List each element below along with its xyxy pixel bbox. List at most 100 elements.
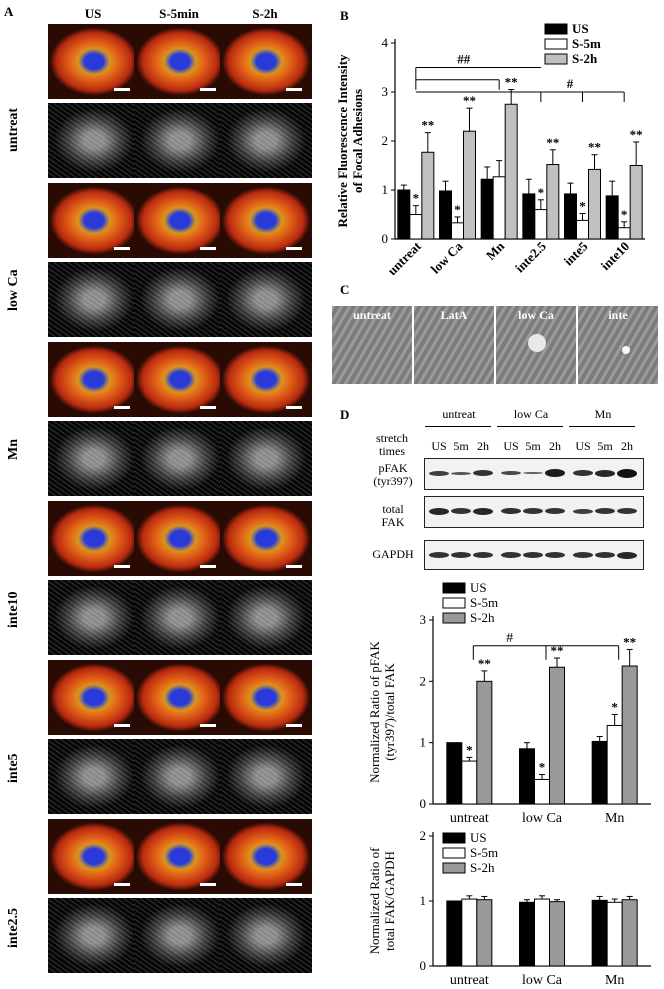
blot-band (451, 508, 471, 514)
micrograph-gray-inte5-s-2h (220, 739, 312, 814)
scale-bar (200, 883, 216, 886)
panel-b-letter: B (340, 8, 349, 23)
category-label: low Ca (522, 973, 563, 986)
category-label: untreat (450, 811, 489, 824)
scale-bar (114, 724, 130, 727)
micrograph-fluor-mn-s-5min (134, 342, 226, 417)
micrograph-gray-inte2-5-s-5min (134, 898, 226, 973)
scale-bar (286, 883, 302, 886)
blot-band (595, 469, 615, 477)
micrograph-fluor-low-ca-us (48, 183, 140, 258)
y-tick-label: 1 (382, 182, 389, 197)
y-tick-label: 0 (420, 796, 427, 811)
micrograph-gray-inte2-5-s-2h (220, 898, 312, 973)
y-axis-label: total FAK/GAPDH (382, 851, 397, 951)
pfak-blot-strip (424, 458, 644, 490)
bar-us (519, 748, 535, 805)
blot-group-untreat: untreat (442, 407, 476, 421)
legend-swatch (442, 612, 466, 624)
blot-band (617, 468, 637, 478)
scale-bar (114, 565, 130, 568)
group-underline-low-ca (497, 426, 563, 427)
stretch-label: stretch (376, 431, 408, 445)
bar-s-2h (463, 130, 476, 240)
micrograph-fluor-untreat-s-2h (220, 24, 312, 99)
total-fak-blot-strip (424, 496, 644, 528)
sem-image-inte: inte (578, 306, 658, 384)
sem-cell-spot (528, 334, 546, 352)
micrograph-fluor-inte2-5-s-2h (220, 819, 312, 894)
pfak-label-line2: (tyr397) (373, 474, 413, 488)
lane-label: US (431, 439, 447, 453)
micrograph-fluor-low-ca-s-5min (134, 183, 226, 258)
blot-band (573, 552, 593, 558)
scale-bar (286, 406, 302, 409)
micrograph-gray-low-ca-s-5min (134, 262, 226, 337)
category-label: untreat (384, 238, 424, 278)
blot-band (501, 552, 521, 558)
legend-label: S-5m (470, 595, 498, 610)
total-label-line2: FAK (381, 515, 405, 529)
micrograph-fluor-inte2-5-s-5min (134, 819, 226, 894)
scale-bar (114, 883, 130, 886)
legend-swatch (544, 38, 568, 50)
row-label-low-ca: low Ca (6, 269, 21, 311)
micrograph-gray-untreat-s-2h (220, 103, 312, 178)
lane-label: US (575, 439, 591, 453)
bar-s-2h (549, 666, 565, 805)
bar-s-5m (606, 724, 623, 805)
bar-s-2h (629, 165, 643, 240)
bar-s-2h (421, 151, 435, 240)
category-label: low Ca (522, 811, 563, 824)
bar-s-2h (546, 164, 560, 240)
significance-marker: ** (551, 643, 564, 658)
micrograph-gray-inte5-s-5min (134, 739, 226, 814)
blot-band (617, 551, 637, 559)
significance-marker: * (539, 760, 546, 775)
legend-swatch (442, 582, 466, 594)
group-underline-mn (569, 426, 635, 427)
blot-group-low-ca: low Ca (513, 407, 549, 421)
blot-band (573, 508, 593, 514)
blot-band (429, 552, 449, 558)
row-label-inte2-5: inte2.5 (6, 907, 21, 949)
bar-s-2h (476, 899, 493, 967)
micrograph-fluor-inte10-us (48, 501, 140, 576)
category-label: Mn (605, 973, 624, 986)
scale-bar (200, 724, 216, 727)
scale-bar (114, 247, 130, 250)
legend-label: S-2h (470, 610, 495, 625)
significance-marker: ** (505, 75, 518, 90)
micrograph-gray-inte2-5-us (48, 898, 140, 973)
micrograph-fluor-untreat-us (48, 24, 140, 99)
y-tick-label: 2 (420, 673, 427, 688)
row-label-inte10: inte10 (6, 591, 21, 629)
sem-image-lata: LatA (414, 306, 494, 384)
legend-swatch (442, 862, 466, 874)
bar-s-2h (504, 103, 518, 240)
row-label-mn: Mn (6, 439, 21, 461)
gapdh-blot-label: GAPDH (372, 547, 414, 561)
blot-band (429, 507, 449, 515)
y-tick-label: 3 (382, 84, 389, 99)
sem-image-untreat: untreat (332, 306, 412, 384)
scale-bar (286, 724, 302, 727)
blot-band (595, 508, 615, 514)
micrograph-gray-mn-us (48, 421, 140, 496)
y-tick-label: 2 (420, 828, 427, 843)
bar-us (439, 190, 452, 240)
micrograph-gray-inte10-s-5min (134, 580, 226, 655)
y-tick-label: 2 (382, 133, 389, 148)
bar-us (564, 193, 577, 240)
bar-s-2h (588, 168, 601, 240)
scale-bar (114, 406, 130, 409)
micrograph-fluor-mn-s-2h (220, 342, 312, 417)
lane-label: 2h (621, 439, 633, 453)
bar-s-5m (534, 778, 550, 805)
row-label-untreat: untreat (6, 107, 21, 153)
blot-group-mn: Mn (594, 407, 612, 421)
legend-label: S-2h (470, 860, 495, 875)
blot-band (595, 552, 615, 558)
significance-marker: * (538, 185, 545, 200)
stretch-times-label: stretch times (365, 432, 419, 458)
